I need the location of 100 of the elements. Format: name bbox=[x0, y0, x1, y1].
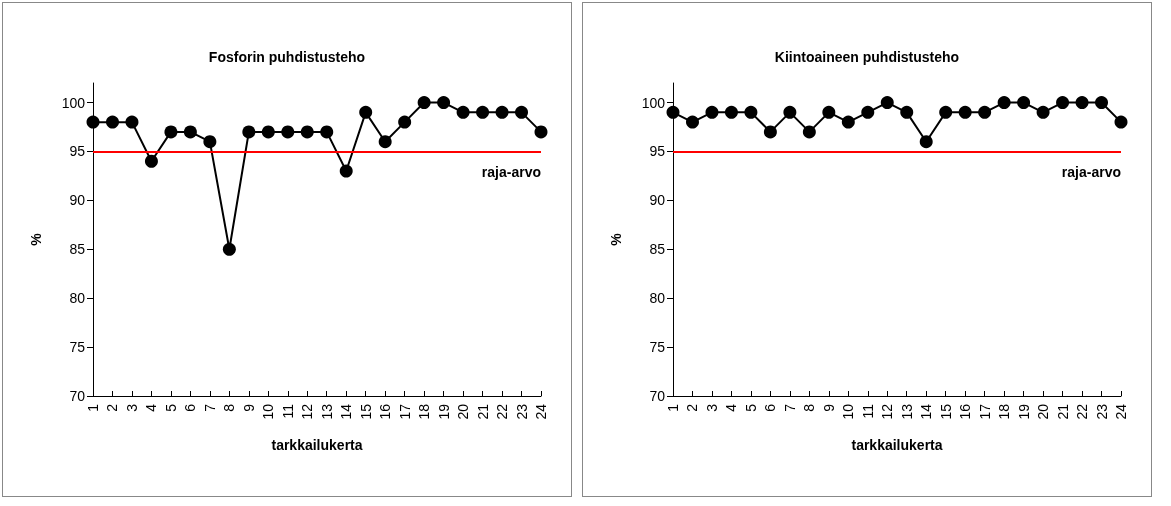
x-tick-label: 14 bbox=[338, 403, 355, 420]
point bbox=[534, 125, 548, 139]
point bbox=[1114, 115, 1128, 129]
x-tick-label: 3 bbox=[703, 403, 720, 412]
x-axis-title: tarkkailukerta bbox=[271, 437, 363, 453]
x-tick-label: 23 bbox=[1093, 403, 1110, 420]
point bbox=[86, 115, 100, 129]
x-tick-label: 10 bbox=[840, 403, 857, 420]
y-tick-label: 80 bbox=[69, 290, 86, 307]
point bbox=[997, 96, 1011, 110]
point bbox=[900, 105, 914, 119]
y-tick-label: 95 bbox=[69, 143, 86, 160]
x-tick-label: 24 bbox=[1113, 403, 1129, 420]
y-tick-label: 95 bbox=[649, 143, 666, 160]
x-tick-label: 6 bbox=[762, 403, 779, 412]
y-tick-label: 100 bbox=[61, 94, 86, 111]
point bbox=[841, 115, 855, 129]
point bbox=[339, 164, 353, 178]
x-tick-label: 24 bbox=[533, 403, 549, 420]
x-tick-label: 12 bbox=[879, 403, 896, 420]
x-tick-label: 21 bbox=[1054, 403, 1071, 420]
point bbox=[1036, 105, 1050, 119]
x-tick-label: 2 bbox=[104, 403, 121, 412]
point bbox=[105, 115, 119, 129]
x-tick-label: 22 bbox=[494, 403, 511, 420]
y-tick-label: 90 bbox=[69, 192, 86, 209]
x-tick-label: 9 bbox=[820, 403, 837, 412]
point bbox=[880, 96, 894, 110]
x-tick-label: 21 bbox=[474, 403, 491, 420]
point bbox=[939, 105, 953, 119]
x-tick-label: 1 bbox=[85, 403, 101, 412]
point bbox=[1056, 96, 1070, 110]
x-tick-label: 10 bbox=[260, 403, 277, 420]
point bbox=[958, 105, 972, 119]
y-tick-label: 100 bbox=[641, 94, 666, 111]
x-tick-label: 17 bbox=[976, 403, 993, 420]
point bbox=[378, 135, 392, 149]
x-tick-label: 6 bbox=[182, 403, 199, 412]
y-tick-label: 75 bbox=[649, 339, 666, 356]
point bbox=[724, 105, 738, 119]
ref-line-label: raja-arvo bbox=[481, 164, 541, 181]
point bbox=[919, 135, 933, 149]
y-tick-label: 70 bbox=[649, 388, 666, 404]
point bbox=[359, 105, 373, 119]
y-tick-label: 90 bbox=[649, 192, 666, 209]
point bbox=[1017, 96, 1031, 110]
x-tick-label: 7 bbox=[781, 403, 798, 412]
point bbox=[320, 125, 334, 139]
x-tick-label: 16 bbox=[377, 403, 394, 420]
x-tick-label: 19 bbox=[1015, 403, 1032, 420]
point bbox=[242, 125, 256, 139]
point bbox=[261, 125, 275, 139]
x-tick-label: 23 bbox=[513, 403, 530, 420]
x-tick-label: 16 bbox=[957, 403, 974, 420]
x-tick-label: 4 bbox=[723, 403, 740, 412]
x-tick-label: 1 bbox=[665, 403, 681, 412]
x-tick-label: 18 bbox=[416, 403, 433, 420]
point bbox=[783, 105, 797, 119]
point bbox=[183, 125, 197, 139]
point bbox=[822, 105, 836, 119]
x-tick-label: 11 bbox=[279, 403, 296, 419]
x-tick-label: 2 bbox=[684, 403, 701, 412]
point bbox=[1095, 96, 1109, 110]
y-tick-label: 70 bbox=[69, 388, 86, 404]
x-axis-title: tarkkailukerta bbox=[851, 437, 943, 453]
point bbox=[456, 105, 470, 119]
point bbox=[705, 105, 719, 119]
point bbox=[476, 105, 490, 119]
x-tick-label: 15 bbox=[357, 403, 374, 420]
point bbox=[515, 105, 529, 119]
x-tick-label: 12 bbox=[299, 403, 316, 420]
point bbox=[144, 154, 158, 168]
point bbox=[222, 242, 236, 256]
point bbox=[495, 105, 509, 119]
x-tick-label: 11 bbox=[859, 403, 876, 419]
x-tick-label: 17 bbox=[396, 403, 413, 420]
x-tick-label: 20 bbox=[1035, 403, 1052, 420]
x-tick-label: 20 bbox=[455, 403, 472, 420]
x-tick-label: 13 bbox=[318, 403, 335, 420]
x-tick-label: 13 bbox=[898, 403, 915, 420]
x-tick-label: 5 bbox=[742, 403, 759, 412]
point bbox=[744, 105, 758, 119]
point bbox=[398, 115, 412, 129]
x-tick-label: 15 bbox=[937, 403, 954, 420]
point bbox=[164, 125, 178, 139]
y-tick-label: 85 bbox=[649, 241, 666, 258]
point bbox=[685, 115, 699, 129]
point bbox=[437, 96, 451, 110]
chart-title: Fosforin puhdistusteho bbox=[208, 49, 366, 65]
y-axis-title: % bbox=[608, 232, 624, 246]
point bbox=[978, 105, 992, 119]
x-tick-label: 8 bbox=[801, 403, 818, 412]
point bbox=[861, 105, 875, 119]
point bbox=[281, 125, 295, 139]
point bbox=[802, 125, 816, 139]
x-tick-label: 9 bbox=[240, 403, 257, 412]
x-tick-label: 4 bbox=[143, 403, 160, 412]
point bbox=[300, 125, 314, 139]
y-tick-label: 85 bbox=[69, 241, 86, 258]
y-tick-label: 75 bbox=[69, 339, 86, 356]
